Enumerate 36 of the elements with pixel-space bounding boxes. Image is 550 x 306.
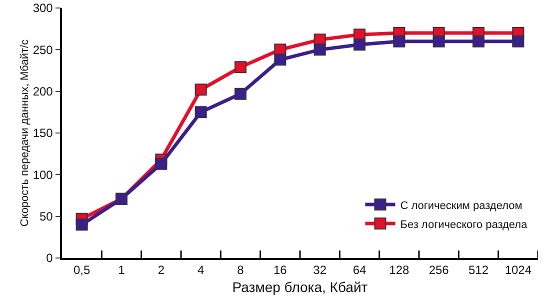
x-axis-title: Размер блока, Кбайт: [232, 278, 368, 295]
legend-label: С логическим разделом: [400, 200, 522, 212]
point: [512, 35, 524, 48]
point: [314, 44, 326, 56]
x-tick-label: 8: [237, 263, 244, 278]
x-tick-label: 512: [468, 263, 489, 278]
x-tick-label: 128: [389, 263, 410, 278]
point: [393, 35, 406, 48]
y-tick-label: 250: [32, 42, 54, 57]
x-tick-label: 1: [118, 263, 126, 278]
y-tick-label: 200: [32, 84, 54, 99]
point: [155, 158, 168, 170]
x-tick-label: 4: [197, 263, 204, 278]
x-tick-label: 1024: [504, 263, 532, 278]
point: [354, 38, 366, 51]
point: [234, 88, 246, 100]
point: [432, 35, 445, 48]
point: [472, 35, 484, 48]
x-tick-label: 2: [158, 263, 165, 278]
x-tick-label: 32: [313, 263, 327, 278]
point: [274, 54, 286, 66]
y-tick-label: 50: [39, 210, 54, 224]
x-tick-label: 16: [273, 263, 288, 278]
y-tick-label: 0: [46, 251, 54, 266]
x-tick-label: 64: [352, 263, 366, 278]
point: [234, 61, 246, 74]
y-tick-label: 100: [32, 168, 54, 182]
legend-label: Без логического раздела: [400, 218, 528, 231]
y-tick-label: 150: [32, 126, 54, 140]
point: [194, 106, 207, 118]
x-tick-label: 0,5: [73, 263, 90, 278]
point: [76, 218, 88, 231]
y-axis-title: Скорость передачи данных, Мбайт/с: [18, 38, 31, 227]
x-tick-label: 256: [428, 263, 450, 278]
point: [194, 84, 207, 96]
y-tick-label: 300: [32, 1, 54, 16]
